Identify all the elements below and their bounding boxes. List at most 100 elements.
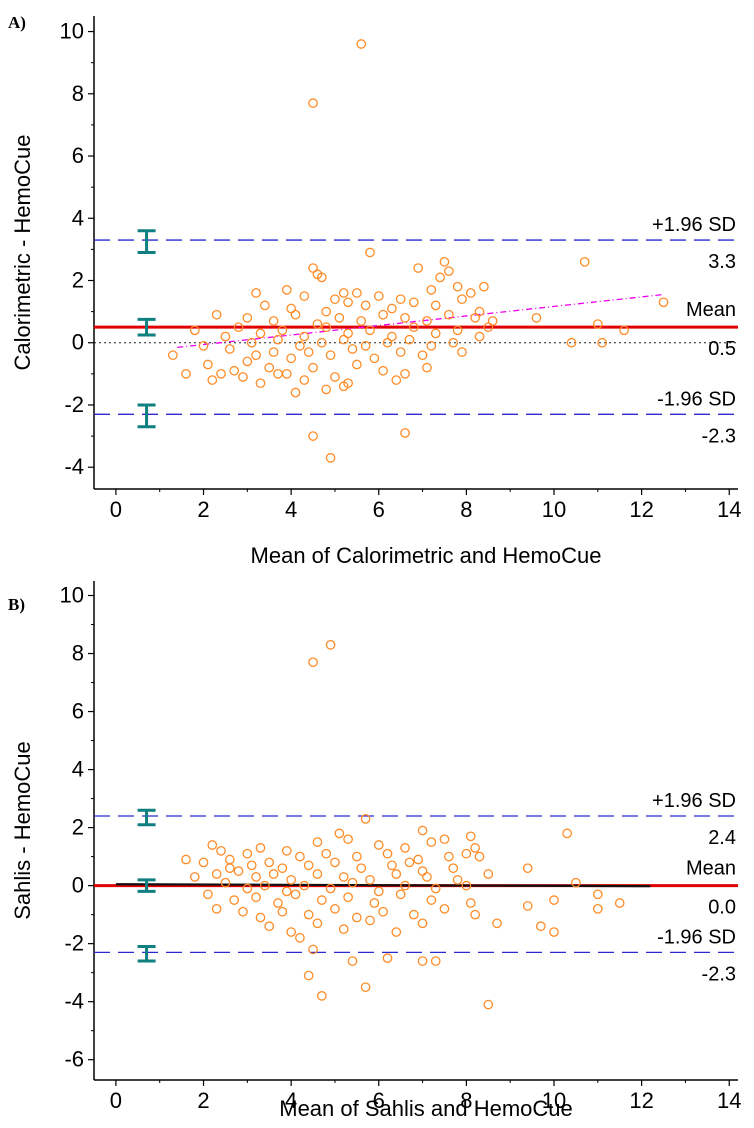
panel-b-data-point bbox=[408, 909, 419, 920]
panel-a-data-point bbox=[356, 316, 367, 326]
panel-a-data-point bbox=[400, 369, 410, 379]
panel-b-data-point bbox=[417, 956, 428, 966]
panel-b-data-point bbox=[321, 848, 332, 859]
panel-a-data-point bbox=[658, 297, 669, 308]
panel-b-data-point bbox=[255, 912, 266, 923]
panel-a-data-point bbox=[242, 312, 253, 323]
panel-b-data-point bbox=[461, 848, 472, 859]
panel-b-data-point bbox=[251, 892, 261, 903]
panel-b-upper-loa-label: +1.96 SD bbox=[652, 790, 736, 812]
panel-b-data-point bbox=[474, 851, 485, 862]
panel-a-data-point bbox=[325, 453, 336, 463]
panel-b-data-point bbox=[413, 854, 424, 865]
panel-a-y-tick-label: 4 bbox=[72, 205, 84, 230]
panel-a-y-tick-label: 6 bbox=[72, 143, 84, 168]
panel-a-data-point bbox=[387, 303, 397, 314]
panel-a-data-point bbox=[531, 312, 542, 323]
panel-b-data-point bbox=[387, 860, 397, 871]
panel-a-data-point bbox=[430, 300, 441, 311]
panel-a-data-point bbox=[220, 331, 231, 342]
panel-a-data-point bbox=[290, 309, 301, 320]
panel-b-data-point bbox=[255, 843, 266, 853]
panel-a-data-point bbox=[352, 359, 362, 370]
panel-b-data-point bbox=[211, 869, 222, 879]
panel-a-data-point bbox=[439, 256, 450, 267]
panel-a-data-point bbox=[229, 365, 240, 376]
panel-b-data-point bbox=[452, 874, 463, 885]
panel-b-data-point bbox=[251, 872, 261, 882]
panel-a-data-point bbox=[597, 337, 608, 348]
panel-b-y-tick-label: 8 bbox=[72, 641, 84, 666]
panel-a: A) -4 -2 0 2 4 6 8 10 0 2 4 6 8 10 12 14 Mean of Calorime… bbox=[8, 13, 741, 568]
panel-a-data-point bbox=[273, 369, 283, 379]
panel-b-data-point bbox=[614, 898, 625, 908]
panel-a-data-point bbox=[483, 322, 494, 333]
panel-b-data-point bbox=[373, 886, 384, 897]
panel-a-data-point bbox=[330, 372, 340, 382]
panel-a-data-point bbox=[330, 294, 340, 305]
panel-a-data-point bbox=[277, 325, 288, 336]
panel-b-data-point bbox=[562, 828, 572, 839]
panel-a-data-point bbox=[435, 272, 445, 283]
panel-b-data-point bbox=[360, 982, 371, 993]
panel-a-data-point bbox=[579, 256, 590, 267]
panel-a-data-point bbox=[343, 297, 353, 308]
panel-b-data-point bbox=[536, 921, 546, 932]
panel-a-data-point bbox=[347, 344, 358, 354]
panel-a-data-point bbox=[426, 341, 437, 351]
panel-b-data-point bbox=[365, 874, 375, 885]
panel-a-x-tick-label: 14 bbox=[717, 497, 741, 522]
panel-a-data-point bbox=[268, 347, 279, 357]
panel-a-data-point bbox=[321, 306, 332, 317]
panel-a-y-tick-label: 2 bbox=[72, 268, 84, 293]
panel-b-data-point bbox=[522, 901, 533, 911]
panel-a-data-point bbox=[338, 288, 349, 298]
panel-a-data-point bbox=[413, 263, 424, 273]
panel-b-data-point bbox=[281, 845, 292, 856]
panel-a-data-point bbox=[378, 309, 388, 320]
panel-b-data-point bbox=[391, 927, 402, 937]
panel-b-data-point bbox=[312, 869, 323, 879]
panel-b-data-point bbox=[465, 831, 476, 842]
panel-a-data-point bbox=[430, 328, 441, 339]
panel-b-y-axis-title: Sahlis - HemoCue bbox=[10, 741, 35, 920]
panel-b-x-tick-label: 6 bbox=[373, 1088, 385, 1113]
panel-b-data-point bbox=[444, 851, 454, 862]
panel-b-x-tick-label: 12 bbox=[629, 1088, 653, 1113]
panel-a-x-tick-label: 8 bbox=[460, 497, 472, 522]
panel-b-data-point bbox=[242, 883, 253, 894]
panel-a-data-point bbox=[316, 272, 327, 283]
panel-b-points bbox=[181, 639, 625, 1010]
panel-a-data-point bbox=[404, 334, 415, 345]
panel-b-data-point bbox=[352, 912, 362, 923]
panel-b-data-point bbox=[347, 877, 358, 888]
panel-a-data-point bbox=[619, 325, 629, 336]
panel-a-data-point bbox=[395, 347, 406, 357]
panel-b-y-tick-label: 6 bbox=[72, 699, 84, 724]
panel-b-data-point bbox=[334, 828, 345, 839]
panel-b-data-point bbox=[395, 889, 406, 900]
panel-a-data-point bbox=[251, 288, 261, 298]
panel-b-data-point bbox=[303, 909, 314, 920]
panel-b-data-point bbox=[422, 872, 432, 882]
panel-a-x-tick-label: 6 bbox=[373, 497, 385, 522]
panel-b-data-point bbox=[295, 932, 305, 943]
panel-a-data-point bbox=[452, 281, 463, 292]
panel-a-data-point bbox=[255, 378, 266, 389]
panel-a-data-point bbox=[321, 384, 332, 395]
panel-a-data-point bbox=[286, 353, 296, 364]
panel-b-lower-loa-label: -1.96 SD bbox=[657, 926, 736, 948]
panel-b-data-point bbox=[277, 863, 288, 874]
panel-b-data-point bbox=[356, 863, 367, 874]
panel-a-data-point bbox=[422, 316, 432, 326]
panel-a-data-point bbox=[356, 39, 367, 49]
panel-a-data-point bbox=[382, 337, 393, 348]
panel-b-data-point bbox=[352, 851, 362, 862]
panel-b-data-point bbox=[417, 918, 428, 929]
panel-a-data-point bbox=[338, 381, 349, 392]
panel-a-data-point bbox=[408, 322, 419, 333]
panel-b-y-tick-label: 2 bbox=[72, 815, 84, 840]
panel-b-data-point bbox=[461, 880, 472, 891]
panel-b-data-point bbox=[233, 866, 244, 876]
panel-a-y-axis-title: Calorimetric - HemoCue bbox=[10, 135, 35, 371]
